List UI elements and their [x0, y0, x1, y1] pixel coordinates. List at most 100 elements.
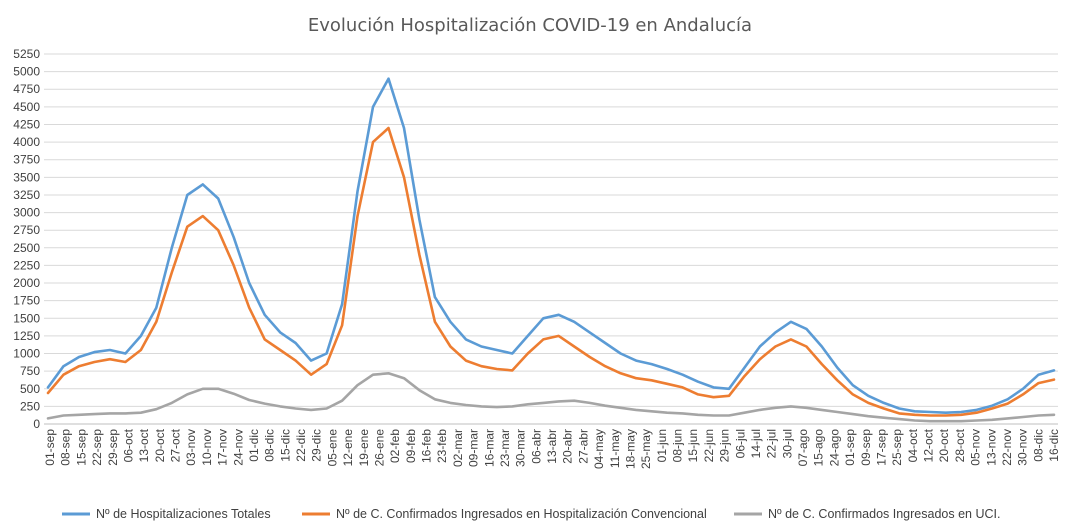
x-tick-label: 01-jun [655, 429, 669, 462]
x-tick-label: 26-ene [372, 429, 386, 467]
x-tick-label: 01-sep [43, 429, 57, 466]
x-tick-label: 23-feb [435, 429, 449, 463]
x-tick-label: 13-nov [984, 429, 998, 466]
x-tick-label: 29-dic [310, 429, 324, 462]
x-tick-label: 14-jul [749, 429, 763, 458]
x-tick-label: 16-mar [482, 429, 496, 467]
x-tick-label: 01-dic [247, 429, 261, 462]
x-tick-label: 12-oct [922, 428, 936, 462]
y-tick-label: 3000 [13, 206, 40, 220]
y-tick-label: 4750 [13, 82, 40, 96]
y-tick-label: 2000 [13, 276, 40, 290]
x-tick-label: 22-dic [294, 429, 308, 462]
x-tick-label: 17-sep [874, 429, 888, 466]
x-tick-label: 06-abr [529, 429, 543, 464]
x-tick-label: 06-jul [733, 429, 747, 458]
y-tick-label: 3750 [13, 153, 40, 167]
legend-label: Nº de C. Confirmados Ingresados en Hospi… [336, 507, 707, 521]
x-tick-label: 16-feb [420, 429, 434, 463]
x-tick-label: 16-dic [1047, 429, 1061, 462]
x-tick-label: 01-sep [843, 429, 857, 466]
x-tick-label: 22-jul [765, 429, 779, 458]
x-tick-label: 02-feb [388, 429, 402, 463]
x-tick-label: 03-nov [184, 429, 198, 466]
x-tick-label: 30-nov [1016, 429, 1030, 466]
x-tick-label: 06-oct [121, 428, 135, 462]
x-tick-label: 10-nov [200, 429, 214, 466]
x-tick-label: 29-sep [106, 429, 120, 466]
y-axis-ticks: 0 250 500 750 1000 1250 1500 1750 2000 2250 2500 27… [13, 47, 40, 431]
x-tick-label: 23-mar [498, 429, 512, 467]
x-tick-label: 05-ene [325, 429, 339, 467]
legend: Nº de Hospitalizaciones Totales Nº de C. … [62, 507, 1000, 521]
legend-item-2: Nº de C. Confirmados Ingresados en Hospi… [302, 507, 707, 521]
x-tick-label: 15-sep [74, 429, 88, 466]
x-tick-label: 17-nov [216, 429, 230, 466]
x-axis-ticks: 01-sep 08-sep 15-sep 22-sep 29-sep 06-oct 13-o… [43, 428, 1061, 469]
y-tick-label: 500 [20, 382, 40, 396]
x-tick-label: 15-jun [686, 429, 700, 462]
y-tick-label: 750 [20, 364, 40, 378]
y-tick-label: 2500 [13, 241, 40, 255]
y-tick-label: 2250 [13, 258, 40, 272]
y-tick-label: 4000 [13, 135, 40, 149]
series-line-2 [46, 126, 1056, 417]
x-tick-label: 12-ene [341, 429, 355, 467]
y-tick-label: 1750 [13, 294, 40, 308]
x-tick-label: 09-feb [404, 429, 418, 463]
x-tick-label: 18-may [623, 429, 637, 469]
x-tick-label: 07-ago [796, 429, 810, 467]
x-tick-label: 15-dic [278, 429, 292, 462]
x-tick-label: 02-mar [451, 429, 465, 467]
x-tick-label: 24-ago [827, 429, 841, 467]
y-tick-label: 3500 [13, 170, 40, 184]
y-tick-label: 250 [20, 399, 40, 413]
x-tick-label: 24-nov [231, 429, 245, 466]
x-tick-label: 11-may [608, 429, 622, 468]
x-tick-label: 09-mar [467, 429, 481, 467]
x-tick-label: 22-nov [1000, 429, 1014, 466]
x-tick-label: 05-nov [969, 429, 983, 466]
x-tick-label: 04-oct [906, 428, 920, 462]
y-tick-label: 3250 [13, 188, 40, 202]
x-tick-label: 08-sep [59, 429, 73, 466]
series-lines [46, 77, 1056, 423]
y-tick-label: 1500 [13, 311, 40, 325]
x-tick-label: 30-jul [780, 429, 794, 458]
x-tick-label: 20-oct [153, 428, 167, 462]
y-tick-label: 5250 [13, 47, 40, 61]
series-line-1 [46, 77, 1056, 414]
x-tick-label: 04-may [592, 429, 606, 469]
x-tick-label: 27-abr [576, 429, 590, 464]
x-tick-label: 20-abr [561, 429, 575, 464]
y-tick-label: 2750 [13, 223, 40, 237]
x-tick-label: 25-sep [890, 429, 904, 466]
x-tick-label: 27-oct [169, 428, 183, 462]
y-tick-label: 4250 [13, 117, 40, 131]
x-tick-label: 08-jun [671, 429, 685, 462]
x-tick-label: 15-ago [812, 429, 826, 467]
y-tick-label: 1250 [13, 329, 40, 343]
grid-lines [44, 53, 1058, 407]
y-tick-label: 5000 [13, 65, 40, 79]
legend-item-3: Nº de C. Confirmados Ingresados en UCI. [734, 507, 1000, 521]
x-tick-label: 30-mar [514, 429, 528, 467]
x-tick-label: 08-dic [1031, 429, 1045, 462]
x-tick-label: 13-abr [545, 429, 559, 464]
x-tick-label: 29-jun [718, 429, 732, 462]
x-tick-label: 22-sep [90, 429, 104, 466]
y-tick-label: 4500 [13, 100, 40, 114]
x-tick-label: 13-oct [137, 428, 151, 462]
x-tick-label: 20-oct [937, 428, 951, 462]
chart-title: Evolución Hospitalización COVID-19 en An… [308, 15, 752, 36]
legend-label: Nº de C. Confirmados Ingresados en UCI. [768, 507, 1000, 521]
legend-item-1: Nº de Hospitalizaciones Totales [62, 507, 271, 521]
legend-label: Nº de Hospitalizaciones Totales [96, 507, 271, 521]
series-line-3 [46, 372, 1056, 423]
x-tick-label: 08-dic [263, 429, 277, 462]
x-tick-label: 28-oct [953, 428, 967, 462]
x-tick-label: 19-ene [357, 429, 371, 467]
x-tick-label: 22-jun [702, 429, 716, 462]
